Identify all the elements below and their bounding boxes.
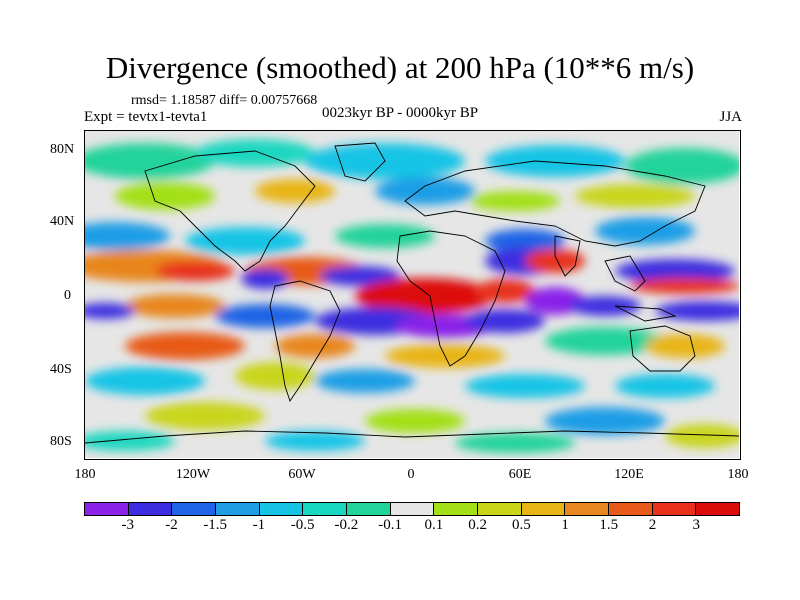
colorbar-label: -1: [252, 517, 266, 533]
colorbar-label: -1.5: [203, 517, 228, 533]
colorbar-swatch: [347, 503, 391, 515]
colorbar-swatch: [565, 503, 610, 515]
colorbar-swatch: [128, 503, 173, 515]
x-tick-60e: 60E: [508, 467, 532, 482]
colorbar-swatch: [434, 503, 479, 515]
colorbar-swatch: [303, 503, 348, 515]
divergence-field: [85, 139, 739, 453]
colorbar-swatch: [609, 503, 653, 515]
colorbar-swatch: [259, 503, 304, 515]
colorbar-swatch: [696, 503, 740, 515]
colorbar-label: 1: [561, 517, 569, 533]
colorbar-swatch: [652, 503, 697, 515]
plot-title: Divergence (smoothed) at 200 hPa (10**6 …: [105, 50, 695, 85]
x-tick-180w: 180: [74, 467, 96, 482]
colorbar-swatch: [478, 503, 522, 515]
colorbar-swatch: [521, 503, 566, 515]
map-svg: [85, 131, 739, 458]
colorbar-swatch: [85, 503, 129, 515]
y-tick-80n: 80N: [50, 142, 75, 157]
colorbar-label: -0.5: [290, 517, 315, 533]
colorbar-label: -2: [165, 517, 178, 533]
coastlines: [85, 142, 739, 444]
colorbar-swatch: [390, 503, 435, 515]
y-tick-40n: 40N: [50, 214, 75, 229]
colorbar-label: 1.5: [599, 517, 619, 533]
colorbar-swatch: [216, 503, 260, 515]
experiment-label: Expt = tevtx1-tevta1: [84, 109, 208, 125]
colorbar: [84, 502, 740, 516]
y-tick-40s: 40S: [50, 362, 72, 377]
x-tick-120w: 120W: [175, 467, 211, 482]
colorbar-label: -3: [121, 517, 134, 533]
season-label: JJA: [719, 109, 742, 125]
y-tick-80s: 80S: [50, 434, 72, 449]
colorbar-swatch: [172, 503, 217, 515]
x-tick-60w: 60W: [288, 467, 316, 482]
x-tick-120e: 120E: [614, 467, 644, 482]
colorbar-label: -0.1: [378, 517, 402, 533]
x-tick-0: 0: [407, 467, 415, 482]
colorbar-label: 0.1: [424, 517, 444, 533]
colorbar-label: -0.2: [334, 517, 359, 533]
x-tick-180e: 180: [727, 467, 749, 482]
y-tick-0: 0: [64, 288, 71, 303]
period-label: 0023kyr BP - 0000kyr BP: [322, 105, 479, 121]
colorbar-label: 0.2: [468, 517, 487, 533]
colorbar-label: 2: [648, 517, 657, 533]
map-panel: [84, 130, 741, 460]
stats-text: rmsd= 1.18587 diff= 0.00757668: [131, 93, 318, 108]
colorbar-label: 0.5: [511, 517, 531, 533]
colorbar-label: 3: [692, 517, 701, 533]
